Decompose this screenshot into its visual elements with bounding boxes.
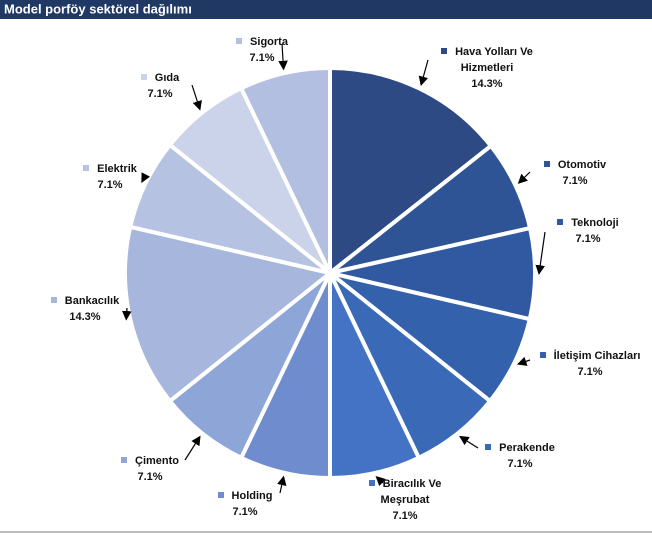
slice-name: İletişim Cihazları bbox=[553, 350, 641, 362]
chart-title: Model porföy sektörel dağılımı bbox=[4, 1, 192, 16]
leader-arrow bbox=[191, 84, 202, 111]
slice-label: Çimento 7.1% bbox=[110, 453, 190, 485]
legend-marker bbox=[557, 219, 564, 225]
slice-name: Sigorta bbox=[250, 36, 288, 48]
leader-arrow bbox=[459, 435, 479, 449]
leader-arrow bbox=[375, 475, 386, 487]
legend-marker bbox=[83, 165, 90, 171]
slice-value: 7.1% bbox=[392, 510, 418, 522]
legend-marker bbox=[539, 352, 546, 358]
slice-value: 7.1% bbox=[249, 52, 275, 64]
slice-label: Sigorta 7.1% bbox=[222, 34, 302, 66]
legend-marker bbox=[441, 48, 448, 54]
slice-name: Hava Yolları Ve Hizmetleri bbox=[455, 46, 533, 74]
legend-marker bbox=[485, 444, 492, 450]
slice-label: Hava Yolları Ve Hizmetleri 14.3% bbox=[432, 44, 542, 92]
title-bar bbox=[0, 0, 652, 19]
leader-arrow bbox=[184, 435, 201, 461]
legend-marker bbox=[140, 74, 147, 80]
slice-label: Holding 7.1% bbox=[205, 488, 285, 520]
slice-name: Bankacılık bbox=[64, 295, 120, 307]
slice-value: 14.3% bbox=[471, 78, 503, 90]
slice-value: 7.1% bbox=[562, 175, 588, 187]
slice-value: 7.1% bbox=[507, 458, 533, 470]
leader-arrow bbox=[516, 356, 531, 366]
leader-arrow bbox=[122, 307, 132, 321]
slice-name: Holding bbox=[231, 490, 273, 502]
slice-value: 14.3% bbox=[69, 311, 101, 323]
slice-label: Elektrik 7.1% bbox=[70, 161, 150, 193]
leader-arrow bbox=[517, 171, 531, 184]
leader-arrow bbox=[277, 475, 287, 494]
slice-value: 7.1% bbox=[232, 506, 258, 518]
legend-marker bbox=[121, 457, 127, 463]
slice-name: Teknoloji bbox=[571, 217, 619, 229]
leader-arrow bbox=[278, 43, 288, 71]
slice-value: 7.1% bbox=[97, 179, 123, 191]
slice-name: Gıda bbox=[154, 72, 180, 84]
legend-marker bbox=[543, 161, 550, 167]
slice-name: Biracılık Ve Meşrubat bbox=[380, 478, 442, 506]
leader-arrow bbox=[418, 59, 429, 87]
legend-marker bbox=[368, 480, 375, 486]
slice-label: Teknoloji 7.1% bbox=[543, 215, 633, 247]
slice-label: Biracılık Ve Meşrubat 7.1% bbox=[360, 476, 450, 524]
leader-arrow bbox=[141, 172, 151, 183]
slice-label: Gıda 7.1% bbox=[120, 70, 200, 102]
slice-label: Otomotiv 7.1% bbox=[530, 157, 620, 189]
legend-marker bbox=[217, 492, 224, 498]
pie-slice bbox=[238, 65, 332, 274]
pie-slice bbox=[328, 65, 494, 278]
slice-name: Elektrik bbox=[97, 163, 137, 175]
slice-name: Perakende bbox=[499, 442, 555, 454]
slice-value: 7.1% bbox=[575, 233, 601, 245]
slice-name: Otomotiv bbox=[557, 159, 607, 171]
slice-label: Perakende 7.1% bbox=[475, 440, 565, 472]
slice-name: Çimento bbox=[135, 455, 179, 467]
slice-value: 7.1% bbox=[577, 366, 603, 378]
slice-label: İletişim Cihazları 7.1% bbox=[535, 348, 645, 380]
legend-marker bbox=[236, 38, 243, 44]
legend-marker bbox=[50, 297, 57, 303]
slice-value: 7.1% bbox=[147, 88, 173, 100]
leader-arrow bbox=[535, 231, 546, 275]
slice-label: Bankacılık 14.3% bbox=[45, 293, 125, 325]
slice-value: 7.1% bbox=[137, 471, 163, 483]
